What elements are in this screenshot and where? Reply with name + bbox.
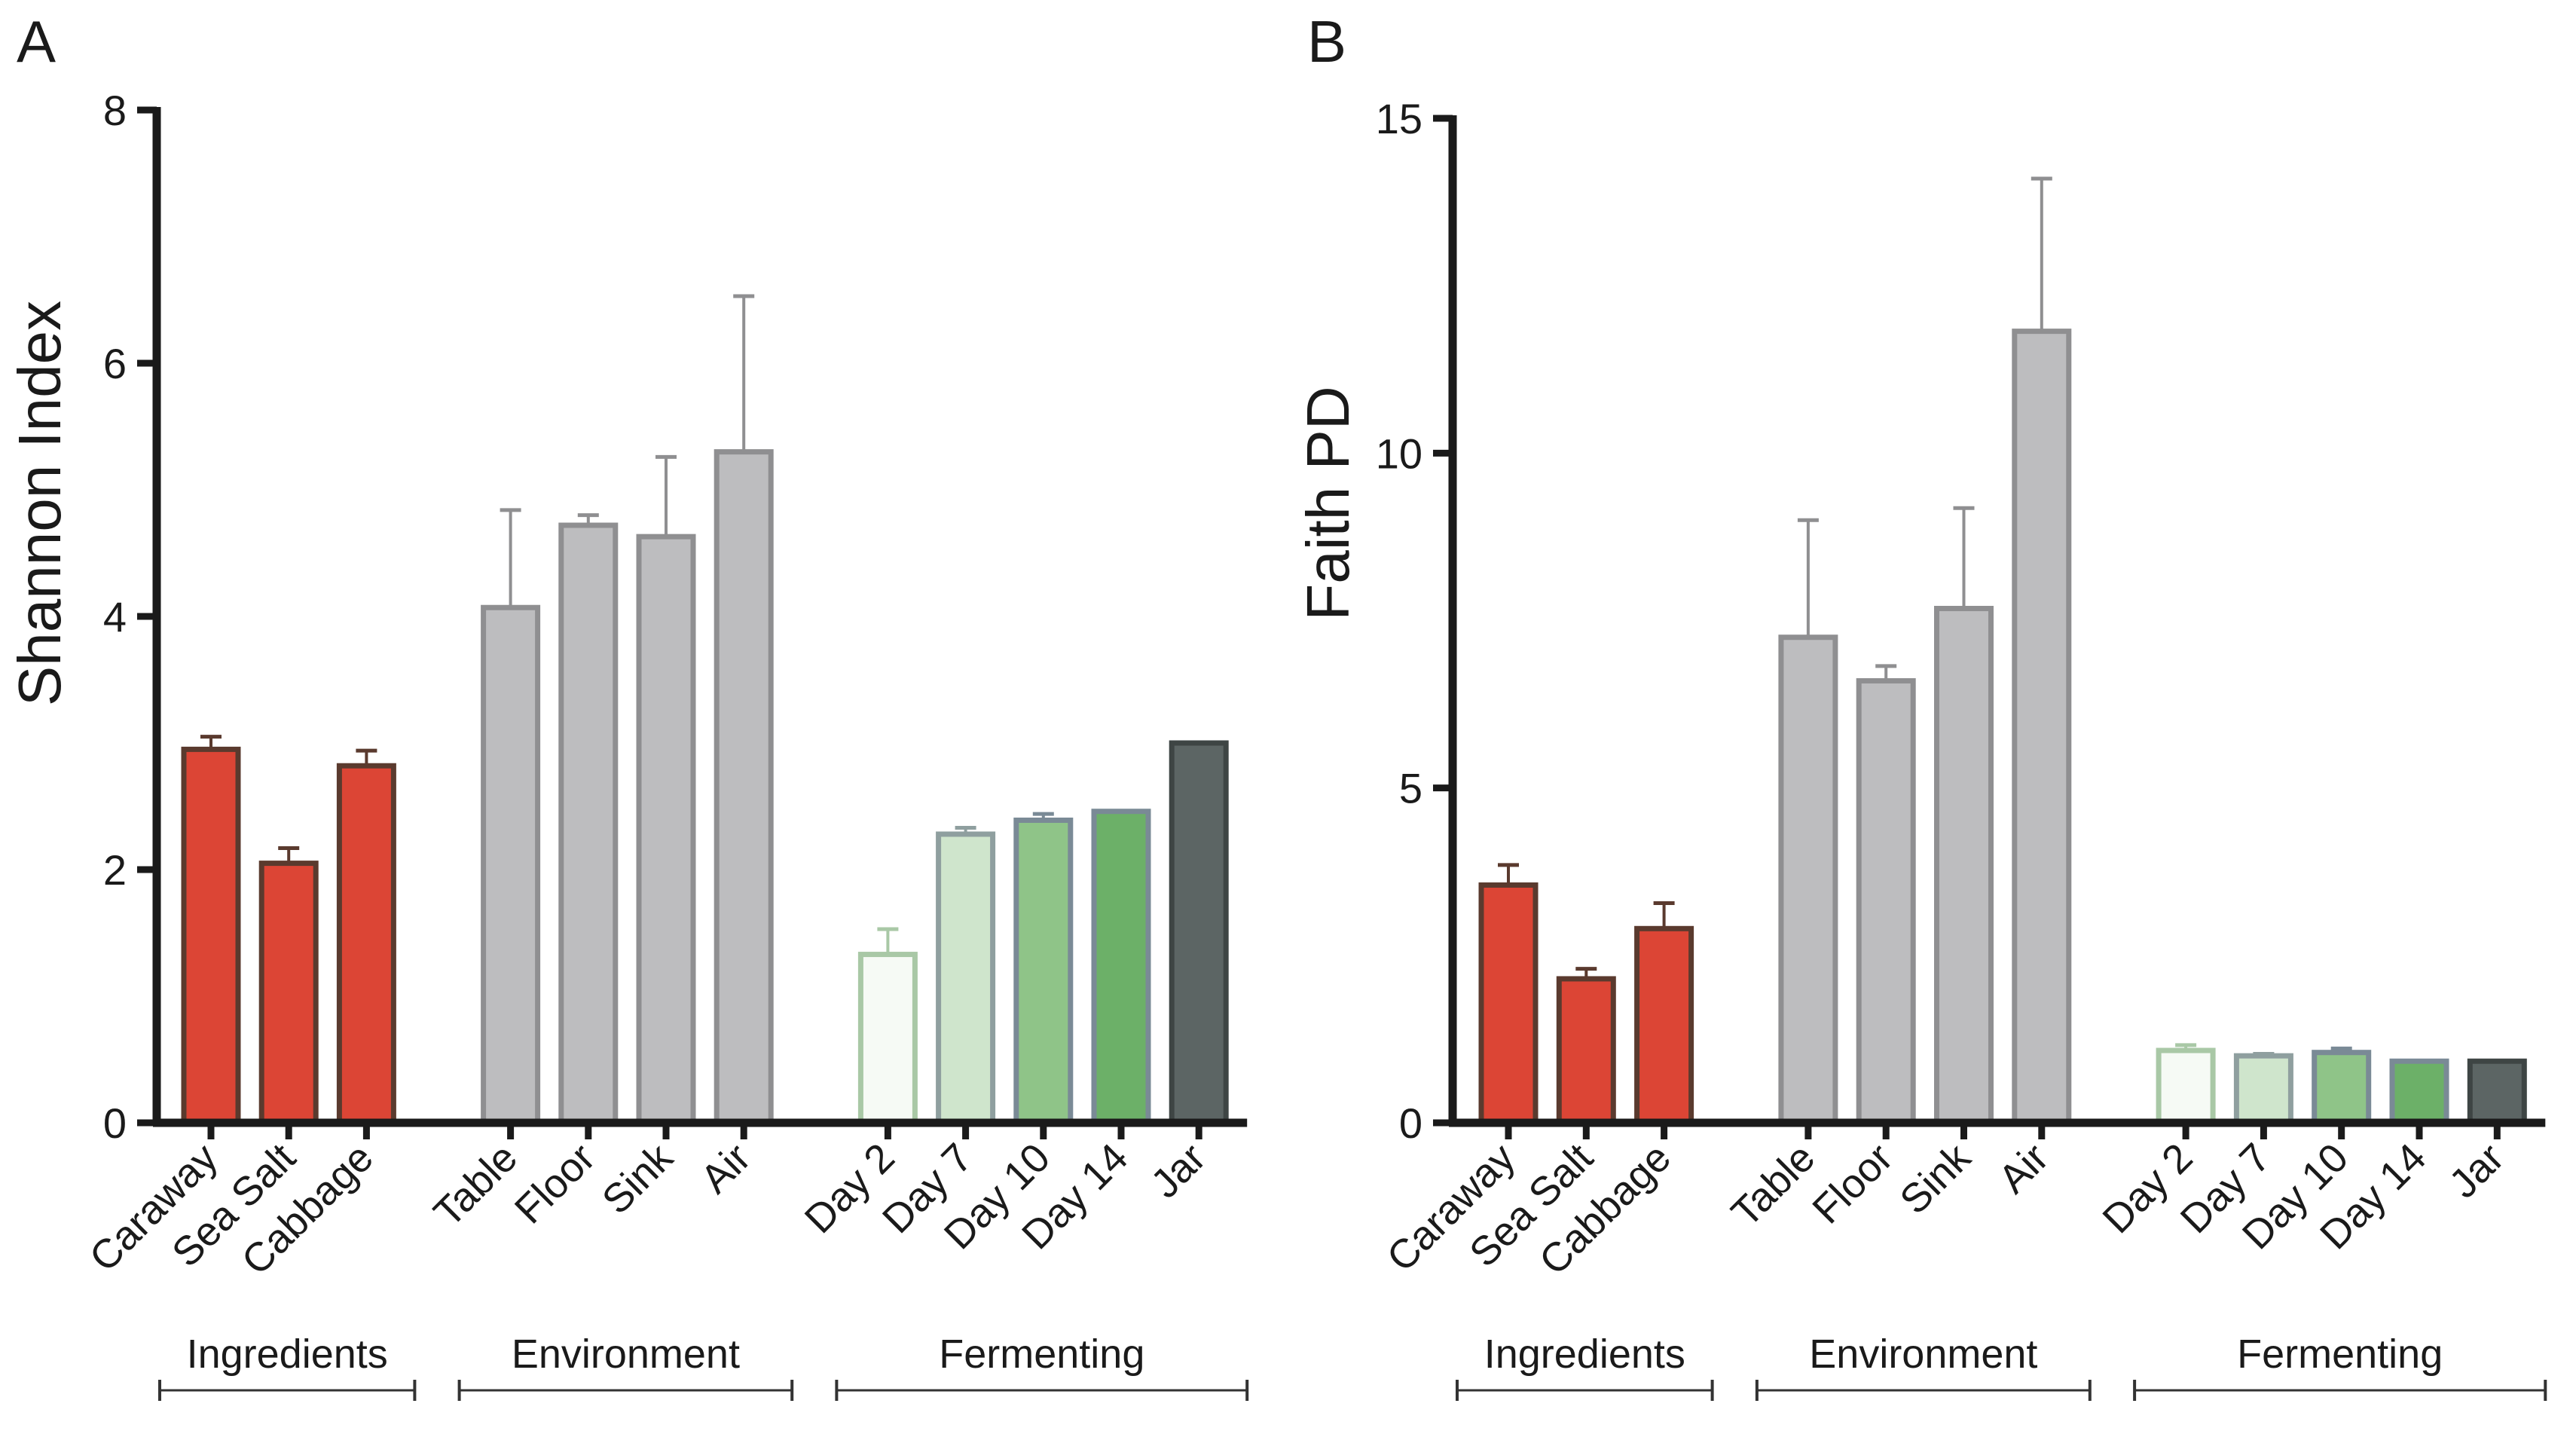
y-tick-label: 10 xyxy=(1376,430,1422,477)
x-tick-label: Day 2 xyxy=(796,1135,903,1242)
y-tick-label: 2 xyxy=(103,846,127,894)
bar-table xyxy=(1778,634,1838,1126)
y-axis-label: Faith PD xyxy=(1294,386,1361,620)
bar-day-10 xyxy=(1013,817,1074,1126)
axes xyxy=(152,107,1248,1127)
bar-table xyxy=(481,604,541,1126)
x-tick-label: Floor xyxy=(506,1135,604,1232)
group-label-environment: Environment xyxy=(512,1332,740,1377)
y-axis-label: Shannon Index xyxy=(6,301,73,706)
group-brackets: Ingredients Environment Fermenting xyxy=(158,1332,1249,1401)
y-tick-label: 6 xyxy=(103,340,127,387)
y-ticks: 0 5 10 15 xyxy=(1376,95,1453,1147)
bar-day-2 xyxy=(857,952,918,1126)
bar-sink xyxy=(1934,606,1994,1126)
x-tick-label: Air xyxy=(1990,1135,2057,1202)
group-brackets: Ingredients Environment Fermenting xyxy=(1456,1332,2547,1401)
bars xyxy=(181,294,1229,1126)
y-ticks: 0 2 4 6 8 xyxy=(103,87,157,1147)
x-tick-label: Jar xyxy=(2440,1135,2512,1206)
axes xyxy=(1448,115,2546,1127)
bar-caraway xyxy=(181,746,241,1126)
bar-day-14 xyxy=(2389,1058,2449,1126)
bar-jar xyxy=(1169,740,1229,1126)
x-tick-label: Jar xyxy=(1142,1135,1214,1206)
bar-day-7 xyxy=(936,831,996,1126)
bar-cabbage xyxy=(336,763,396,1126)
x-tick-label: Floor xyxy=(1804,1135,1901,1232)
bar-caraway xyxy=(1478,882,1539,1126)
y-tick-label: 0 xyxy=(1399,1099,1422,1147)
y-tick-label: 0 xyxy=(103,1099,127,1147)
bar-day-2 xyxy=(2156,1047,2216,1126)
bar-sink xyxy=(636,534,696,1126)
bar-day-14 xyxy=(1091,809,1151,1126)
bar-jar xyxy=(2467,1058,2527,1126)
panel-letter: A xyxy=(17,8,56,75)
x-tick-label: Sink xyxy=(594,1134,682,1222)
x-tick-label: Table xyxy=(1723,1135,1824,1236)
group-label-environment: Environment xyxy=(1809,1332,2037,1377)
y-tick-label: 15 xyxy=(1376,95,1422,142)
bar-air xyxy=(714,449,774,1126)
x-tick-label: Air xyxy=(692,1135,759,1202)
y-tick-label: 8 xyxy=(103,87,127,134)
bar-floor xyxy=(1856,677,1916,1126)
y-tick-label: 5 xyxy=(1399,765,1422,812)
bars xyxy=(1478,176,2527,1126)
x-tick-label: Table xyxy=(425,1135,526,1236)
bar-day-7 xyxy=(2233,1053,2293,1126)
bar-floor xyxy=(558,522,619,1126)
bar-day-10 xyxy=(2312,1050,2372,1126)
bar-cabbage xyxy=(1634,925,1694,1126)
y-tick-label: 4 xyxy=(103,593,127,641)
group-label-ingredients: Ingredients xyxy=(187,1332,388,1377)
panel-letter: B xyxy=(1307,8,1346,75)
bar-air xyxy=(2012,329,2072,1126)
bar-sea-salt xyxy=(258,861,319,1126)
group-label-fermenting: Fermenting xyxy=(2237,1332,2443,1377)
x-tick-label: Day 2 xyxy=(2094,1135,2201,1242)
bar-sea-salt xyxy=(1556,976,1616,1126)
x-tick-label: Sink xyxy=(1891,1134,1979,1222)
group-label-fermenting: Fermenting xyxy=(939,1332,1144,1377)
group-label-ingredients: Ingredients xyxy=(1484,1332,1685,1377)
